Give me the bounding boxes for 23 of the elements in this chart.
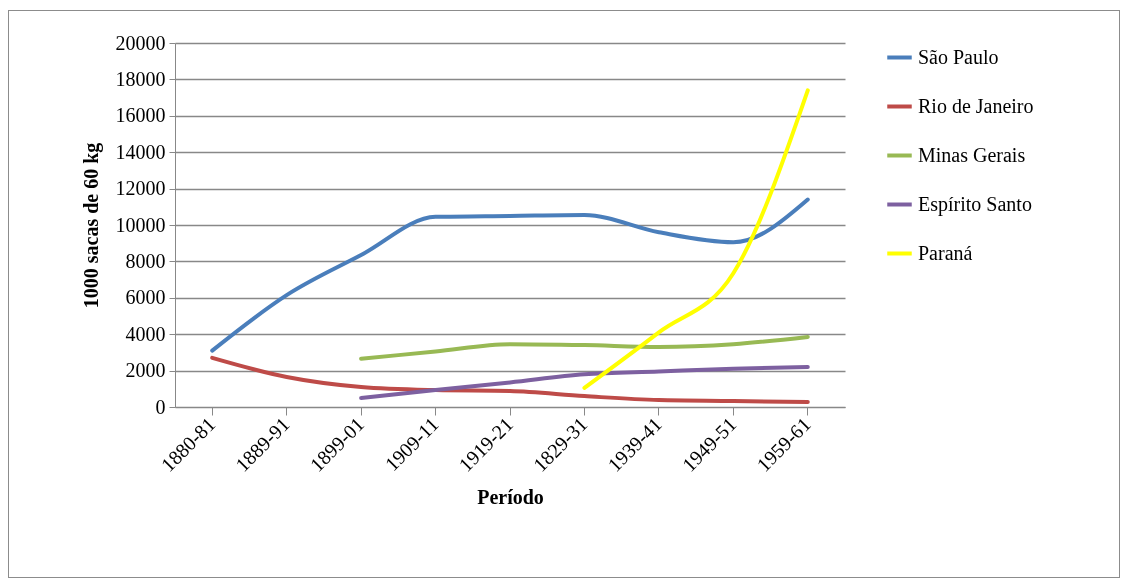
legend-label: Paraná (918, 241, 973, 264)
legend-label: Rio de Janeiro (918, 94, 1034, 117)
line-series (210, 355, 810, 405)
line-series (359, 364, 810, 400)
y-tick-label: 20000 (115, 31, 166, 54)
y-axis-title: 1000 sacas de 60 kg (79, 142, 103, 309)
y-tick-label: 12000 (115, 177, 166, 200)
y-tick-label: 16000 (115, 104, 166, 127)
line-series (582, 88, 810, 390)
y-tick-label: 4000 (125, 322, 166, 345)
y-tick-label: 18000 (115, 67, 166, 90)
x-axis-title: Período (477, 485, 544, 508)
line-series (359, 334, 810, 361)
y-tick-label: 8000 (125, 249, 166, 272)
legend-label: São Paulo (918, 45, 999, 68)
line-series (210, 197, 810, 353)
legend-label: Minas Gerais (918, 143, 1026, 166)
y-tick-label: 6000 (125, 286, 166, 309)
y-tick-label: 0 (155, 395, 166, 418)
y-tick-label: 2000 (125, 359, 166, 382)
y-tick-label: 14000 (115, 140, 166, 163)
legend-label: Espírito Santo (918, 192, 1032, 216)
y-tick-label: 10000 (115, 213, 166, 236)
